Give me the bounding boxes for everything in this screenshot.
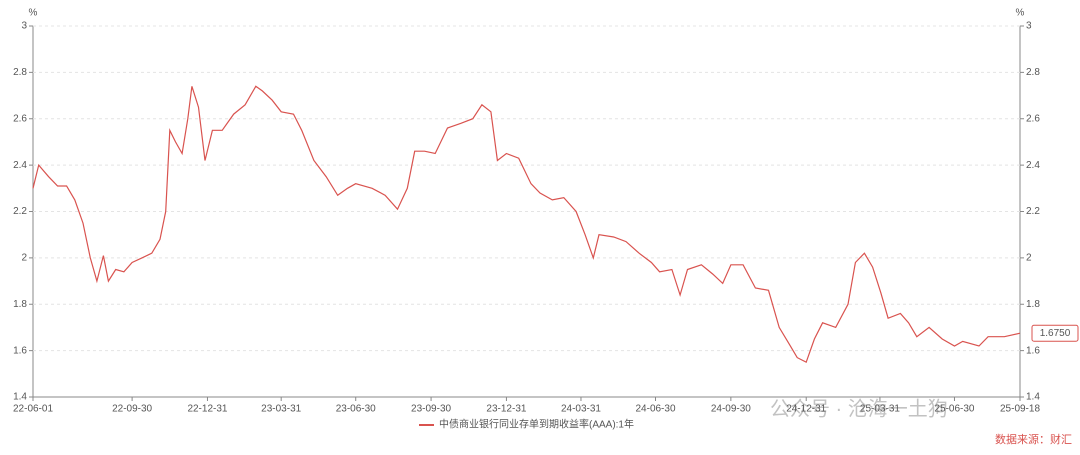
y-unit: %	[29, 8, 38, 19]
x-tick-label: 23-09-30	[411, 404, 451, 415]
y2-tick-label: 1.6	[1026, 345, 1040, 356]
y2-tick-label: 2.8	[1026, 67, 1040, 78]
x-tick-label: 24-12-31	[786, 404, 826, 415]
x-tick-label: 22-12-31	[187, 404, 227, 415]
x-tick-label: 25-06-30	[934, 404, 974, 415]
x-tick-label: 24-06-30	[635, 404, 675, 415]
x-tick-label: 23-06-30	[336, 404, 376, 415]
y2-unit: %	[1016, 8, 1025, 19]
x-tick-label: 23-03-31	[261, 404, 301, 415]
x-tick-label: 25-09-18	[1000, 404, 1040, 415]
y2-tick-label: 1.8	[1026, 299, 1040, 310]
y2-tick-label: 2.6	[1026, 113, 1040, 124]
legend-label: 中债商业银行同业存单到期收益率(AAA):1年	[439, 418, 634, 431]
source: 数据来源：财汇	[995, 432, 1072, 446]
x-tick-label: 24-09-30	[711, 404, 751, 415]
y2-tick-label: 2	[1026, 253, 1032, 264]
y2-tick-label: 1.4	[1026, 392, 1040, 403]
y-tick-label: 2.8	[13, 67, 27, 78]
y-tick-label: 3	[21, 21, 27, 32]
value-label: 1.6750	[1040, 328, 1071, 339]
value-label-box	[1031, 324, 1079, 342]
y-tick-label: 2.2	[13, 206, 27, 217]
y2-tick-label: 3	[1026, 21, 1032, 32]
y-tick-label: 2	[21, 253, 27, 264]
y2-tick-label: 2.2	[1026, 206, 1040, 217]
x-tick-label: 25-03-31	[860, 404, 900, 415]
y2-tick-label: 2.4	[1026, 160, 1040, 171]
x-tick-label: 22-06-01	[13, 404, 53, 415]
x-tick-label: 23-12-31	[486, 404, 526, 415]
watermark: 公众号 · 沧海一土狗	[770, 397, 948, 420]
x-tick-label: 24-03-31	[561, 404, 601, 415]
y-tick-label: 1.8	[13, 299, 27, 310]
x-tick-label: 22-09-30	[112, 404, 152, 415]
series-line	[32, 85, 1021, 364]
y-tick-label: 2.6	[13, 113, 27, 124]
y-tick-label: 1.4	[13, 392, 27, 403]
y-tick-label: 2.4	[13, 160, 27, 171]
y-tick-label: 1.6	[13, 345, 27, 356]
